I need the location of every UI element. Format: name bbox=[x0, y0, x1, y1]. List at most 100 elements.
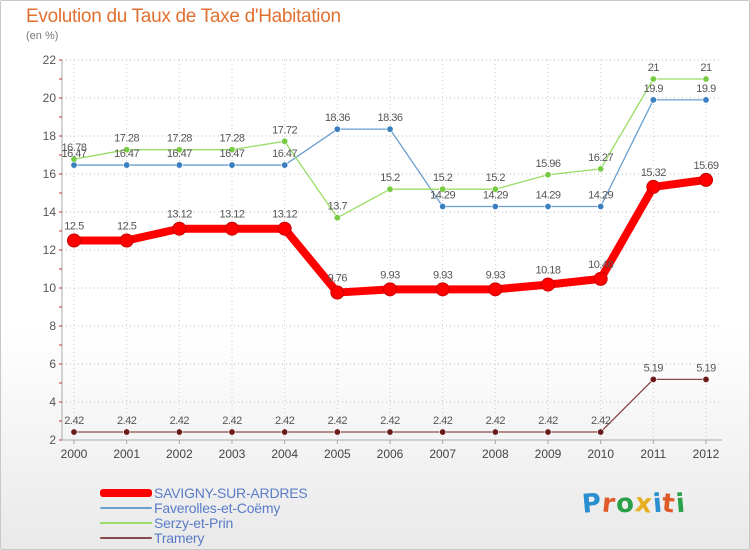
data-point bbox=[228, 428, 236, 436]
data-label: 16.47 bbox=[219, 148, 244, 160]
data-label: 17.72 bbox=[272, 124, 297, 136]
x-tick-label: 2007 bbox=[429, 447, 456, 461]
legend-label: Serzy-et-Prin bbox=[154, 514, 234, 531]
data-label: 9.93 bbox=[433, 269, 453, 281]
legend-item: Tramery bbox=[100, 529, 308, 546]
data-label: 15.2 bbox=[433, 172, 453, 184]
x-tick-label: 2004 bbox=[271, 447, 298, 461]
x-tick-label: 2006 bbox=[377, 447, 404, 461]
data-point bbox=[172, 221, 187, 236]
data-label: 15.32 bbox=[641, 167, 666, 179]
data-label: 5.19 bbox=[644, 362, 664, 374]
data-label: 17.28 bbox=[219, 133, 244, 145]
data-point bbox=[597, 428, 605, 436]
data-point bbox=[593, 271, 608, 286]
data-label: 2.42 bbox=[591, 415, 611, 427]
data-label: 14.29 bbox=[483, 189, 508, 201]
data-point bbox=[386, 185, 394, 193]
legend-item: SAVIGNY-SUR-ARDRES bbox=[100, 485, 308, 501]
x-tick-label: 2003 bbox=[219, 447, 246, 461]
data-point bbox=[488, 282, 503, 297]
x-tick-label: 2012 bbox=[693, 447, 720, 461]
data-point bbox=[491, 202, 499, 210]
data-point bbox=[175, 161, 183, 169]
data-label: 2.42 bbox=[222, 415, 242, 427]
data-point bbox=[702, 375, 710, 383]
data-point bbox=[333, 125, 341, 133]
data-label: 10.48 bbox=[588, 259, 613, 271]
data-label: 15.96 bbox=[535, 158, 560, 170]
data-point bbox=[491, 428, 499, 436]
data-point bbox=[281, 161, 289, 169]
data-label: 16.27 bbox=[588, 152, 613, 164]
data-label: 9.93 bbox=[380, 269, 400, 281]
data-point bbox=[175, 146, 183, 154]
data-label: 12.5 bbox=[64, 221, 84, 233]
data-label: 2.42 bbox=[380, 415, 400, 427]
data-label: 15.2 bbox=[486, 172, 506, 184]
data-label: 13.12 bbox=[167, 209, 192, 221]
data-label: 14.29 bbox=[430, 189, 455, 201]
x-tick-label: 2008 bbox=[482, 447, 509, 461]
data-point bbox=[439, 428, 447, 436]
legend-swatch bbox=[100, 536, 152, 539]
data-label: 10.18 bbox=[535, 265, 560, 277]
data-point bbox=[544, 202, 552, 210]
data-point bbox=[228, 146, 236, 154]
legend-swatch bbox=[100, 521, 152, 524]
data-point bbox=[123, 161, 131, 169]
y-tick-label: 6 bbox=[49, 357, 56, 371]
data-point bbox=[702, 75, 710, 83]
data-point bbox=[225, 221, 239, 236]
data-point bbox=[439, 185, 447, 193]
data-label: 18.36 bbox=[377, 112, 402, 124]
data-label: 17.28 bbox=[167, 133, 192, 145]
data-label: 2.42 bbox=[538, 415, 558, 427]
data-point bbox=[277, 221, 292, 236]
data-point bbox=[67, 233, 81, 248]
y-tick-label: 4 bbox=[49, 395, 56, 409]
data-label: 9.76 bbox=[328, 273, 348, 285]
data-point bbox=[699, 172, 713, 187]
y-tick-label: 20 bbox=[43, 91, 57, 105]
legend-label: Tramery bbox=[154, 529, 205, 546]
chart-legend: SAVIGNY-SUR-ARDRES Faverolles-et-Coëmy Ser… bbox=[100, 485, 308, 546]
data-point bbox=[228, 161, 236, 169]
data-label: 2.42 bbox=[275, 415, 295, 427]
data-label: 19.9 bbox=[644, 83, 664, 95]
data-label: 2.42 bbox=[433, 415, 453, 427]
data-label: 16.47 bbox=[114, 148, 139, 160]
data-point bbox=[70, 428, 78, 436]
data-point bbox=[330, 285, 345, 300]
y-tick-label: 8 bbox=[49, 319, 56, 333]
data-label: 2.42 bbox=[328, 415, 348, 427]
data-point bbox=[123, 146, 131, 154]
data-point bbox=[541, 277, 555, 292]
data-label: 21 bbox=[648, 62, 660, 74]
data-label: 16.47 bbox=[272, 148, 297, 160]
y-tick-label: 10 bbox=[43, 281, 57, 295]
data-label: 2.42 bbox=[170, 415, 190, 427]
legend-swatch bbox=[100, 506, 152, 509]
data-point bbox=[649, 75, 657, 83]
data-point bbox=[544, 428, 552, 436]
y-tick-label: 2 bbox=[49, 433, 56, 447]
data-label: 5.19 bbox=[696, 362, 716, 374]
data-point bbox=[175, 428, 183, 436]
chart-title: Evolution du Taux de Taxe d'Habitation bbox=[26, 6, 341, 27]
data-point bbox=[491, 185, 499, 193]
data-point bbox=[649, 96, 657, 104]
data-point bbox=[333, 214, 341, 222]
data-point bbox=[383, 282, 397, 297]
data-point bbox=[597, 165, 605, 173]
data-point bbox=[281, 137, 289, 145]
data-label: 16.78 bbox=[61, 142, 86, 154]
legend-swatch bbox=[100, 488, 152, 497]
logo-letter: x bbox=[633, 488, 655, 520]
x-tick-label: 2009 bbox=[535, 447, 562, 461]
data-point bbox=[281, 428, 289, 436]
data-point bbox=[70, 161, 78, 169]
data-label: 21 bbox=[700, 62, 712, 74]
data-point bbox=[386, 428, 394, 436]
